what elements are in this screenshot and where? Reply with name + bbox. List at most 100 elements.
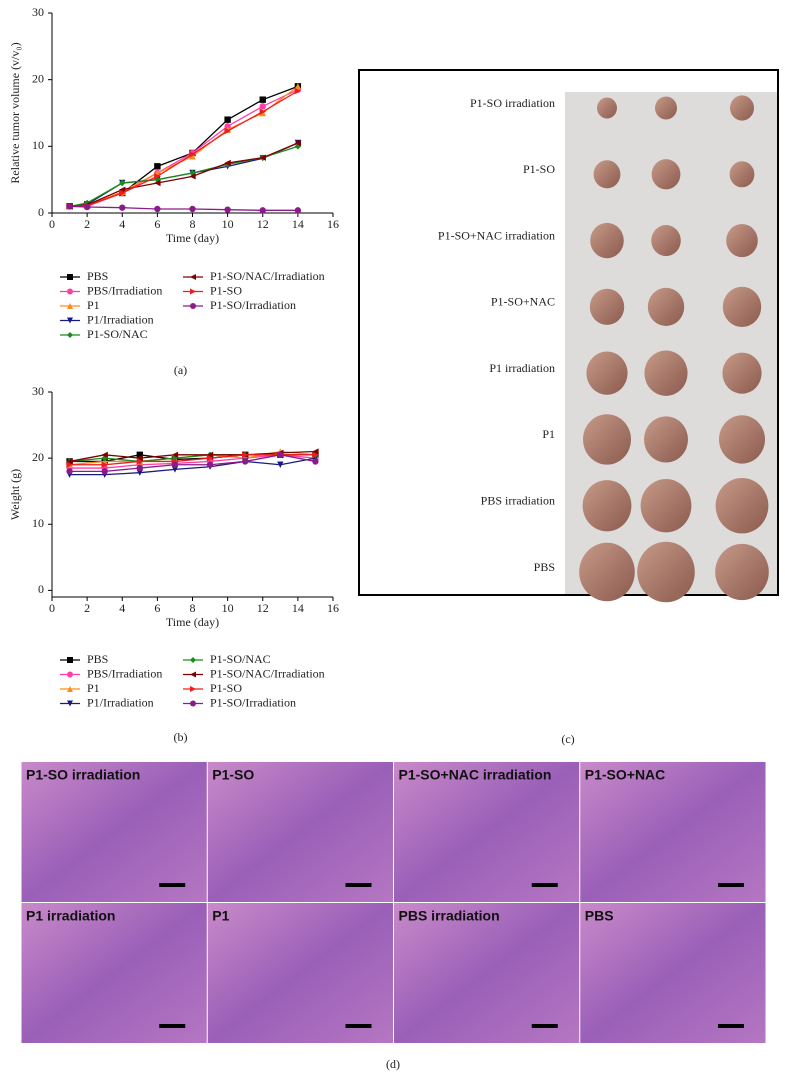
- marker: [154, 179, 161, 187]
- marker: [224, 123, 231, 130]
- y-tick-label: 10: [32, 516, 44, 530]
- tumor: [582, 480, 632, 532]
- marker: [154, 173, 161, 180]
- panel-label: (a): [174, 363, 187, 377]
- legend-label: P1: [87, 298, 100, 312]
- tumor: [722, 352, 762, 394]
- marker: [171, 461, 179, 468]
- marker: [294, 139, 302, 147]
- x-tick-label: 4: [119, 217, 125, 231]
- tumor: [583, 414, 631, 465]
- marker: [294, 83, 302, 90]
- legend-label: PBS/Irradiation: [87, 283, 162, 297]
- x-tick-label: 16: [327, 601, 339, 615]
- marker: [277, 451, 284, 459]
- legend-marker: [67, 700, 73, 707]
- legend-marker: [190, 657, 196, 663]
- legend-label: P1: [87, 681, 100, 695]
- legend-marker: [190, 700, 196, 707]
- y-tick-label: 30: [32, 5, 44, 19]
- legend-label: PBS: [87, 269, 108, 283]
- marker: [224, 159, 231, 167]
- x-axis-label: Time (day): [166, 615, 219, 629]
- y-tick-label: 0: [38, 582, 44, 596]
- x-tick-label: 8: [190, 601, 196, 615]
- y-tick-label: 0: [38, 205, 44, 219]
- marker: [312, 458, 319, 465]
- marker: [136, 464, 144, 472]
- x-tick-label: 12: [257, 217, 269, 231]
- legend-marker: [67, 332, 73, 338]
- marker: [259, 96, 266, 103]
- marker: [206, 451, 214, 459]
- tumor: [589, 288, 625, 325]
- histology-image: [394, 762, 580, 902]
- marker: [101, 451, 108, 459]
- marker: [154, 205, 161, 213]
- legend-marker: [67, 317, 73, 324]
- histology-image: [207, 903, 393, 1043]
- tile-label: PBS irradiation: [399, 908, 500, 924]
- tumor: [593, 160, 621, 189]
- marker: [189, 169, 196, 177]
- y-axis-label: Relative tumor volume (v/v₀): [8, 42, 22, 183]
- legend-label: P1-SO/NAC/Irradiation: [210, 666, 325, 680]
- series-line: [69, 454, 316, 473]
- x-tick-label: 2: [84, 601, 90, 615]
- marker: [294, 87, 302, 95]
- marker: [136, 454, 144, 462]
- tile-label: PBS: [585, 908, 614, 924]
- marker: [189, 205, 196, 213]
- x-tick-label: 6: [154, 217, 160, 231]
- marker: [224, 206, 231, 213]
- x-tick-label: 0: [49, 601, 55, 615]
- marker: [83, 199, 91, 207]
- marker: [101, 468, 108, 475]
- marker: [259, 103, 266, 110]
- tumor: [722, 286, 762, 328]
- tumor: [640, 479, 692, 533]
- marker: [277, 461, 284, 468]
- x-tick-label: 10: [222, 601, 234, 615]
- tumor: [726, 223, 758, 258]
- marker: [189, 153, 196, 160]
- tumor: [651, 159, 681, 190]
- marker: [171, 466, 179, 473]
- legend-marker: [67, 686, 73, 692]
- series-line: [69, 205, 298, 211]
- tumor: [579, 542, 635, 602]
- x-tick-label: 14: [292, 217, 304, 231]
- row-label: PBS: [534, 560, 555, 574]
- y-tick-label: 30: [32, 384, 44, 398]
- marker: [66, 458, 73, 465]
- tumor: [715, 543, 769, 601]
- legend-marker: [190, 686, 196, 692]
- legend-marker: [67, 657, 73, 663]
- tile-label: P1-SO: [212, 767, 254, 783]
- x-tick-label: 16: [327, 217, 339, 231]
- marker: [312, 451, 319, 459]
- marker: [312, 448, 319, 455]
- tumor: [647, 287, 685, 326]
- legend-label: P1/Irradiation: [87, 695, 154, 709]
- marker: [241, 458, 249, 465]
- tumor: [715, 477, 769, 534]
- marker: [189, 151, 196, 158]
- panel-label: (b): [174, 730, 188, 744]
- panel-label: (d): [386, 1057, 400, 1071]
- marker: [119, 186, 126, 193]
- marker: [66, 461, 73, 468]
- x-tick-label: 12: [257, 601, 269, 615]
- marker: [189, 173, 196, 180]
- marker: [241, 451, 249, 459]
- row-label: P1-SO: [523, 162, 555, 176]
- tile-label: P1-SO+NAC: [585, 767, 666, 783]
- marker: [259, 207, 266, 214]
- legend-label: P1-SO: [210, 681, 242, 695]
- legend-label: PBS: [87, 652, 108, 666]
- y-tick-label: 20: [32, 71, 44, 85]
- marker: [83, 203, 91, 211]
- marker: [224, 127, 231, 135]
- tile-label: P1: [212, 908, 229, 924]
